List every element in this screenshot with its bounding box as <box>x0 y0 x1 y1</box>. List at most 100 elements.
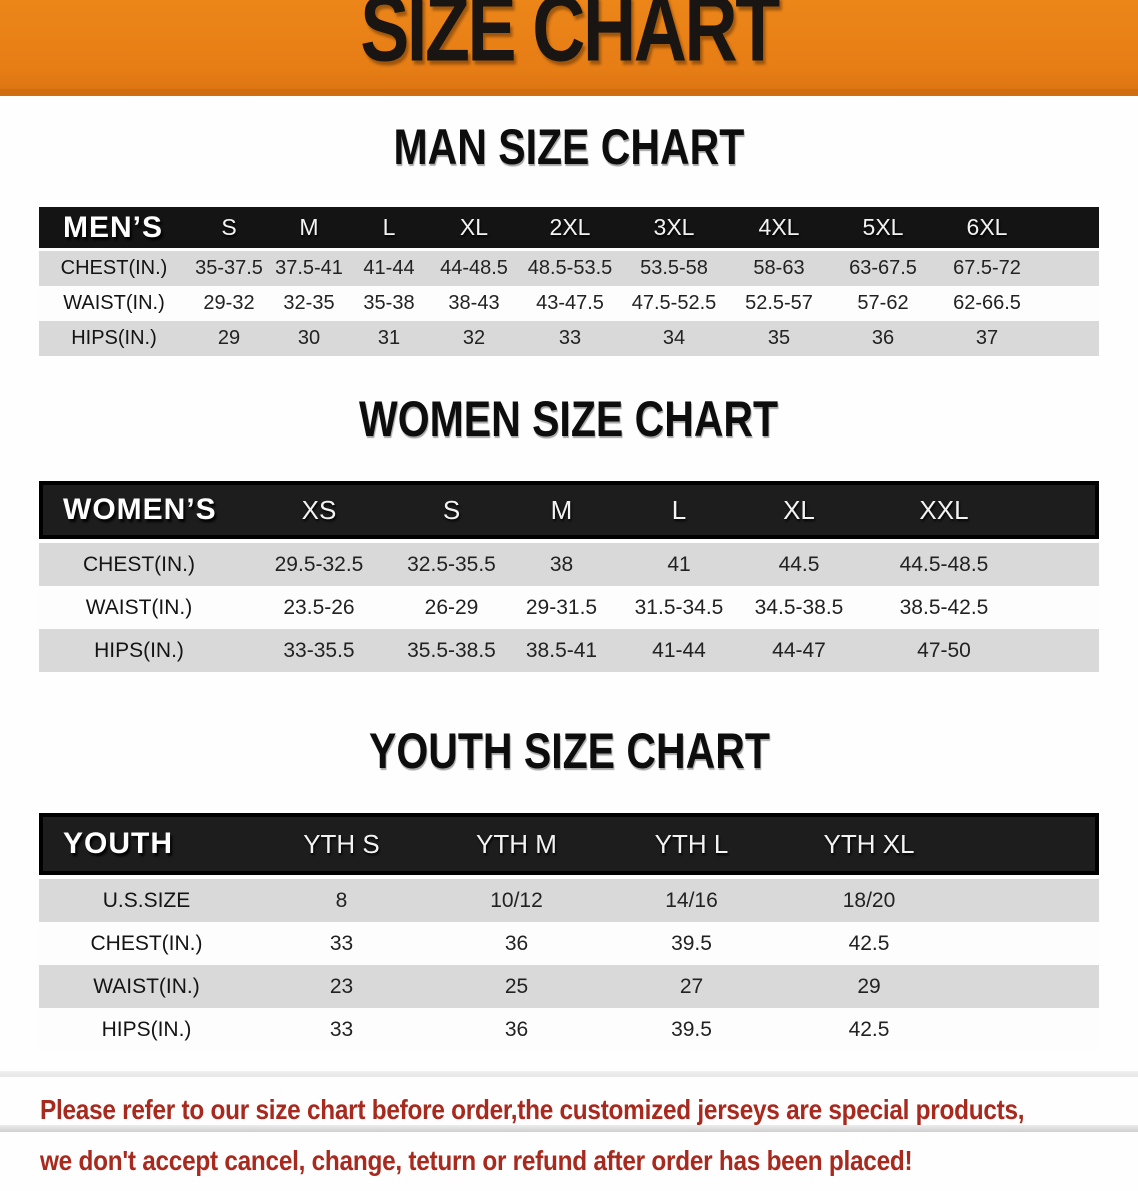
row-label: WAIST(IN.) <box>39 586 239 629</box>
size-cell: 31.5-34.5 <box>619 586 739 629</box>
section-title-men: MAN SIZE CHART <box>0 120 1138 191</box>
column-header: S <box>399 481 504 543</box>
size-cell: 29-31.5 <box>504 586 619 629</box>
size-cell: 27 <box>604 965 779 1008</box>
row-label: CHEST(IN.) <box>39 543 239 586</box>
size-cell: 38-43 <box>429 286 519 321</box>
page-title: SIZE CHART <box>308 0 830 108</box>
size-cell: 57-62 <box>831 286 935 321</box>
row-label: WAIST(IN.) <box>39 965 254 1008</box>
size-cell: 35-37.5 <box>189 251 269 286</box>
section-youth: YOUTH SIZE CHART YOUTH YTH S YTH M YTH L YTH … <box>0 724 1138 1051</box>
size-cell: 32-35 <box>269 286 349 321</box>
section-title-youth-text: YOUTH SIZE CHART <box>368 723 770 779</box>
section-title-women: WOMEN SIZE CHART <box>0 392 1138 463</box>
table-row: CHEST(IN.) 29.5-32.5 32.5-35.5 38 41 44.5 44.5… <box>39 543 1099 586</box>
size-cell: 44.5-48.5 <box>859 543 1029 586</box>
cell-filler <box>1039 321 1099 356</box>
header-label-men: MEN’S <box>39 207 189 251</box>
table-row: HIPS(IN.) 29 30 31 32 33 34 35 36 37 <box>39 321 1099 356</box>
section-men: MAN SIZE CHART MEN’S S M L XL 2XL 3XL 4XL 5XL 6XL C… <box>0 120 1138 356</box>
banner: SIZE CHART <box>0 0 1138 96</box>
table-row: HIPS(IN.) 33 36 39.5 42.5 <box>39 1008 1099 1051</box>
size-cell: 41-44 <box>349 251 429 286</box>
size-cell: 38.5-41 <box>504 629 619 672</box>
size-cell: 32.5-35.5 <box>399 543 504 586</box>
size-cell: 36 <box>429 922 604 965</box>
size-cell: 29-32 <box>189 286 269 321</box>
size-cell: 25 <box>429 965 604 1008</box>
column-header: S <box>189 207 269 251</box>
size-cell: 30 <box>269 321 349 356</box>
column-header: 6XL <box>935 207 1039 251</box>
column-header: XL <box>739 481 859 543</box>
table-row: U.S.SIZE 8 10/12 14/16 18/20 <box>39 879 1099 922</box>
disclaimer-line-2: we don't accept cancel, change, teturn o… <box>40 1140 1138 1191</box>
size-cell: 34 <box>621 321 727 356</box>
size-cell: 41 <box>619 543 739 586</box>
column-header: 4XL <box>727 207 831 251</box>
cell-filler <box>1029 543 1099 586</box>
table-row: CHEST(IN.) 35-37.5 37.5-41 41-44 44-48.5 48.5… <box>39 251 1099 286</box>
column-header: YTH XL <box>779 813 959 879</box>
size-cell: 44.5 <box>739 543 859 586</box>
size-cell: 62-66.5 <box>935 286 1039 321</box>
size-cell: 29 <box>189 321 269 356</box>
section-women: WOMEN SIZE CHART WOMEN’S XS S M L XL XXL CHEST(I… <box>0 392 1138 672</box>
bottom-edge <box>0 1125 1138 1132</box>
row-label: CHEST(IN.) <box>39 922 254 965</box>
table-row: WAIST(IN.) 23.5-26 26-29 29-31.5 31.5-34.5 34… <box>39 586 1099 629</box>
divider-strip <box>0 1071 1138 1077</box>
row-label: HIPS(IN.) <box>39 321 189 356</box>
size-cell: 47-50 <box>859 629 1029 672</box>
size-cell: 42.5 <box>779 922 959 965</box>
cell-filler <box>1039 286 1099 321</box>
size-cell: 35.5-38.5 <box>399 629 504 672</box>
size-cell: 63-67.5 <box>831 251 935 286</box>
size-cell: 36 <box>831 321 935 356</box>
column-header: 2XL <box>519 207 621 251</box>
column-header: XXL <box>859 481 1029 543</box>
table-row: HIPS(IN.) 33-35.5 35.5-38.5 38.5-41 41-44 44-… <box>39 629 1099 672</box>
header-band-women: WOMEN’S XS S M L XL XXL <box>39 481 1099 543</box>
size-cell: 29 <box>779 965 959 1008</box>
size-table-youth: YOUTH YTH S YTH M YTH L YTH XL U.S.SIZE 8 10/12… <box>39 813 1099 1051</box>
row-label: HIPS(IN.) <box>39 1008 254 1051</box>
table-row: WAIST(IN.) 29-32 32-35 35-38 38-43 43-47.5 47.… <box>39 286 1099 321</box>
size-cell: 38 <box>504 543 619 586</box>
size-cell: 33 <box>519 321 621 356</box>
size-cell: 39.5 <box>604 1008 779 1051</box>
row-label: HIPS(IN.) <box>39 629 239 672</box>
size-cell: 33-35.5 <box>239 629 399 672</box>
table-row: CHEST(IN.) 33 36 39.5 42.5 <box>39 922 1099 965</box>
size-cell: 67.5-72 <box>935 251 1039 286</box>
header-label-youth: YOUTH <box>39 813 254 879</box>
size-cell: 42.5 <box>779 1008 959 1051</box>
size-cell: 34.5-38.5 <box>739 586 859 629</box>
size-cell: 14/16 <box>604 879 779 922</box>
size-table-women: WOMEN’S XS S M L XL XXL CHEST(IN.) 29.5-32.5 32.5… <box>39 481 1099 672</box>
size-cell: 53.5-58 <box>621 251 727 286</box>
cell-filler <box>959 965 1099 1008</box>
size-cell: 23.5-26 <box>239 586 399 629</box>
header-filler <box>1039 207 1099 251</box>
header-filler <box>1029 481 1099 543</box>
size-cell: 18/20 <box>779 879 959 922</box>
column-header: XS <box>239 481 399 543</box>
row-label: WAIST(IN.) <box>39 286 189 321</box>
size-cell: 44-48.5 <box>429 251 519 286</box>
row-label: U.S.SIZE <box>39 879 254 922</box>
size-cell: 48.5-53.5 <box>519 251 621 286</box>
table-row: WAIST(IN.) 23 25 27 29 <box>39 965 1099 1008</box>
size-cell: 33 <box>254 922 429 965</box>
column-header: XL <box>429 207 519 251</box>
size-cell: 43-47.5 <box>519 286 621 321</box>
disclaimer-line-1: Please refer to our size chart before or… <box>40 1089 1138 1140</box>
cell-filler <box>1039 251 1099 286</box>
size-cell: 58-63 <box>727 251 831 286</box>
cell-filler <box>959 922 1099 965</box>
header-label-women: WOMEN’S <box>39 481 239 543</box>
section-title-women-text: WOMEN SIZE CHART <box>359 391 779 447</box>
column-header: 5XL <box>831 207 935 251</box>
